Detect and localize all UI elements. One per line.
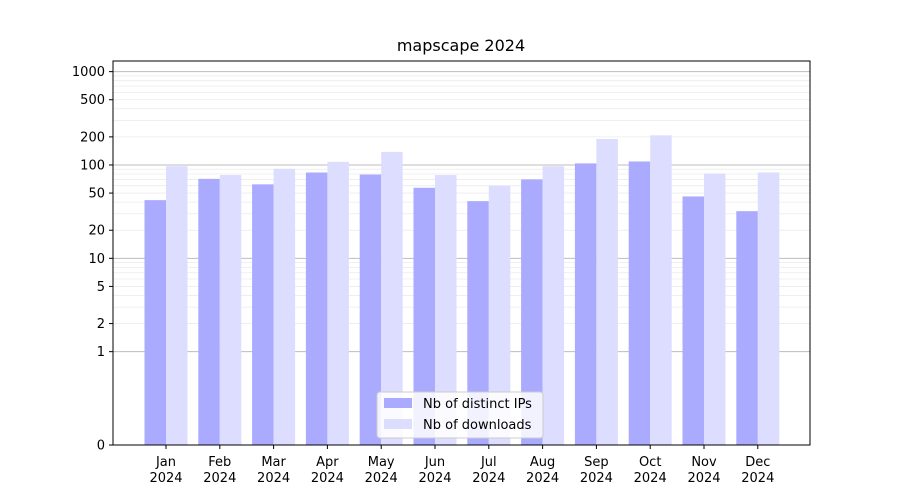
x-tick-label: Dec 2024 xyxy=(741,455,774,486)
bar-distinct-ips-1 xyxy=(198,178,220,445)
y-tick-label: 1 xyxy=(97,345,105,360)
bar-distinct-ips-6 xyxy=(467,201,489,445)
y-tick-label: 2 xyxy=(97,317,105,332)
bar-downloads-8 xyxy=(596,138,618,446)
legend-box xyxy=(376,391,544,439)
x-tick-label: Mar 2024 xyxy=(257,455,290,486)
x-tick-label: Jan 2024 xyxy=(149,455,182,486)
y-tick-label: 0 xyxy=(97,439,105,454)
bars xyxy=(144,135,780,446)
bar-distinct-ips-9 xyxy=(628,161,651,445)
bar-downloads-5 xyxy=(435,175,457,445)
y-tick-label: 500 xyxy=(80,93,105,108)
bar-downloads-1 xyxy=(219,175,242,445)
x-axis-ticks: Jan 2024 Feb 2024 Mar 2024 Apr 2024 May 2024 Jun 20… xyxy=(149,445,774,486)
x-tick-label: Oct 2024 xyxy=(634,455,667,486)
x-tick-label: Nov 2024 xyxy=(687,455,720,486)
x-tick-label: May 2024 xyxy=(365,455,398,486)
bar-distinct-ips-11 xyxy=(736,211,758,445)
x-tick-label: Jun 2024 xyxy=(418,455,451,486)
y-tick-label: 50 xyxy=(88,187,105,202)
legend-label: Nb of downloads xyxy=(423,418,532,433)
y-tick-label: 200 xyxy=(80,130,105,145)
y-tick-label: 10 xyxy=(88,252,105,267)
bar-downloads-4 xyxy=(381,151,403,445)
bar-downloads-6 xyxy=(488,185,511,445)
bar-downloads-3 xyxy=(327,161,349,446)
bar-distinct-ips-0 xyxy=(144,200,166,445)
y-tick-label: 100 xyxy=(80,158,105,173)
bar-distinct-ips-7 xyxy=(521,179,543,445)
bar-distinct-ips-8 xyxy=(574,163,597,446)
legend-swatch xyxy=(384,419,412,429)
legend: Nb of distinct IPs Nb of downloads xyxy=(376,391,544,439)
bar-distinct-ips-3 xyxy=(305,172,328,446)
bar-distinct-ips-10 xyxy=(682,196,704,445)
bar-downloads-10 xyxy=(704,173,726,446)
bar-distinct-ips-5 xyxy=(413,187,435,445)
x-tick-label: Apr 2024 xyxy=(311,455,344,486)
x-tick-label: Jul 2024 xyxy=(472,455,505,486)
bar-downloads-11 xyxy=(757,172,780,446)
bar-downloads-7 xyxy=(542,166,565,446)
bar-downloads-0 xyxy=(166,166,188,446)
x-tick-label: Feb 2024 xyxy=(203,455,236,486)
x-tick-label: Sep 2024 xyxy=(580,455,613,486)
y-tick-label: 5 xyxy=(97,280,105,295)
chart-title: mapscape 2024 xyxy=(397,36,525,55)
legend-swatch xyxy=(384,398,412,408)
bar-distinct-ips-4 xyxy=(359,174,382,446)
x-tick-label: Aug 2024 xyxy=(526,455,559,486)
y-tick-label: 1000 xyxy=(72,65,105,80)
y-tick-label: 20 xyxy=(88,224,105,239)
legend-label: Nb of distinct IPs xyxy=(423,397,532,412)
y-axis-ticks: 0 1 2 5 10 20 50 100 200 500 1000 xyxy=(72,65,113,454)
bar-downloads-9 xyxy=(650,135,672,445)
bar-distinct-ips-2 xyxy=(252,184,274,445)
bar-downloads-2 xyxy=(273,168,296,446)
plot-frame xyxy=(112,60,811,446)
